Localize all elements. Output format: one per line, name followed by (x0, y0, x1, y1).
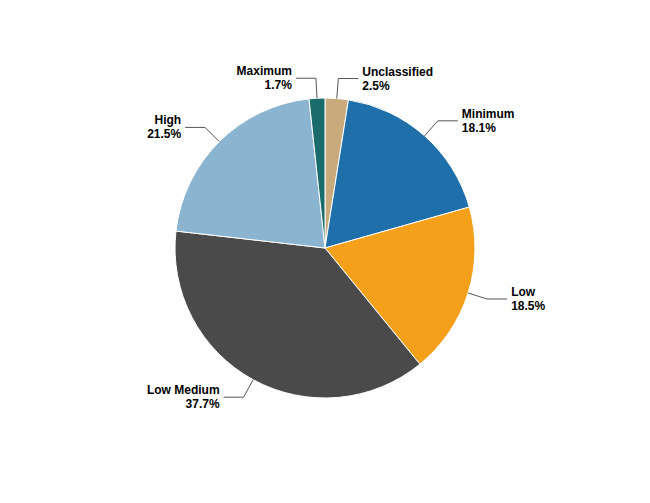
svg-text:Maximum: Maximum (237, 64, 292, 78)
svg-text:Low Medium: Low Medium (147, 383, 220, 397)
svg-text:2.5%: 2.5% (362, 79, 390, 93)
svg-text:Low: Low (511, 285, 536, 299)
svg-text:High: High (154, 113, 181, 127)
svg-text:Minimum: Minimum (462, 107, 515, 121)
svg-text:37.7%: 37.7% (186, 397, 220, 411)
svg-text:18.5%: 18.5% (511, 299, 545, 313)
svg-text:1.7%: 1.7% (265, 78, 293, 92)
svg-text:21.5%: 21.5% (147, 127, 181, 141)
svg-text:Unclassified: Unclassified (362, 65, 433, 79)
svg-text:18.1%: 18.1% (462, 121, 496, 135)
